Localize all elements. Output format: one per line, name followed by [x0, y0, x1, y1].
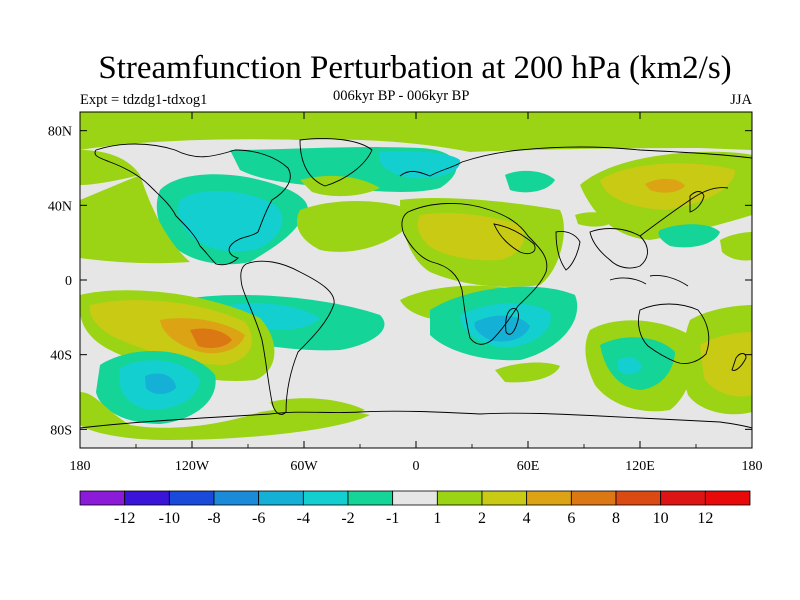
colorbar-swatch — [570, 490, 617, 506]
contour-region — [296, 200, 420, 252]
contour-fills — [80, 112, 752, 440]
chart-title: Streamfunction Perturbation at 200 hPa (… — [98, 50, 732, 86]
colorbar-label: -12 — [114, 510, 135, 527]
africa-coast — [401, 203, 548, 345]
y-tick-label: 80N — [48, 125, 72, 140]
colorbar-label: -1 — [386, 510, 399, 527]
contour-region — [645, 178, 685, 193]
y-tick-label: 80S — [50, 423, 72, 438]
period-label: 006kyr BP - 006kyr BP — [333, 88, 470, 104]
colorbar-swatch — [392, 490, 438, 506]
colorbar-swatch — [124, 490, 170, 506]
contour-region — [720, 232, 752, 261]
colorbar-swatch — [481, 490, 528, 506]
colorbar-swatch — [660, 490, 706, 506]
antarctica-coast — [80, 410, 752, 429]
madagascar-coast — [505, 308, 519, 335]
contour-region — [300, 175, 380, 197]
y-tick-label: 0 — [65, 274, 72, 289]
se-asia-coast — [589, 228, 648, 269]
north-america-coast — [94, 143, 291, 266]
y-axis: 80N 40N 0 40S 80S — [48, 125, 752, 438]
contour-region — [495, 362, 560, 383]
contour-region — [190, 328, 232, 348]
contour-region — [178, 190, 283, 252]
x-tick-label: 0 — [413, 459, 420, 474]
contour-region — [270, 398, 365, 419]
x-tick-label: 180 — [742, 459, 763, 474]
colorbar-label: -4 — [297, 510, 310, 527]
experiment-label: Expt = tdzdg1-tdxog1 — [80, 92, 208, 108]
colorbar-label: 10 — [653, 510, 669, 527]
x-tick-label: 120E — [625, 459, 655, 474]
australia-coast — [637, 303, 710, 365]
eurasia-coast — [399, 146, 752, 177]
colorbar: -12 -10 -8 -6 -4 -2 -1 1 2 4 6 8 10 12 — [79, 490, 751, 527]
colorbar-swatch — [168, 490, 215, 506]
x-tick-label: 60W — [290, 459, 318, 474]
arabia-coast — [493, 223, 536, 255]
colorbar-label: -6 — [252, 510, 265, 527]
contour-region — [80, 175, 190, 264]
x-tick-label: 120W — [175, 459, 210, 474]
india-coast — [555, 231, 581, 271]
x-tick-label: 180 — [70, 459, 91, 474]
season-label: JJA — [730, 92, 752, 108]
colorbar-swatch — [258, 490, 304, 506]
colorbar-label: 2 — [478, 510, 486, 527]
colorbar-label: 1 — [433, 510, 441, 527]
contour-region — [700, 332, 752, 397]
colorbar-label: 4 — [523, 510, 531, 527]
coastlines — [80, 138, 752, 429]
contour-region — [80, 231, 97, 251]
colorbar-swatch — [436, 490, 483, 506]
colorbar-swatch — [347, 490, 394, 506]
x-axis: 180 120W 60W 0 60E 120E 180 — [70, 112, 763, 474]
colorbar-label: -2 — [341, 510, 354, 527]
contour-region — [618, 357, 642, 375]
contour-region — [658, 224, 720, 248]
colorbar-swatch — [615, 490, 662, 506]
south-america-coast — [240, 260, 335, 415]
contour-region — [80, 150, 140, 185]
colorbar-swatch — [704, 490, 751, 506]
greenland-coast — [299, 138, 373, 187]
colorbar-swatch — [526, 490, 572, 506]
contour-region — [505, 170, 555, 193]
japan-coast — [689, 191, 705, 213]
colorbar-swatch — [213, 490, 260, 506]
contour-region — [575, 212, 615, 227]
colorbar-label: -8 — [207, 510, 220, 527]
indonesia-coast — [609, 275, 689, 287]
contour-region — [80, 392, 370, 440]
contour-region — [145, 373, 176, 394]
y-tick-label: 40N — [48, 199, 72, 214]
new-zealand-coast — [731, 353, 747, 371]
colorbar-label: 8 — [612, 510, 620, 527]
colorbar-swatch — [302, 490, 349, 506]
colorbar-label: 12 — [697, 510, 713, 527]
colorbar-label: -10 — [159, 510, 180, 527]
contour-region — [80, 112, 752, 152]
x-tick-label: 60E — [517, 459, 540, 474]
y-tick-label: 40S — [50, 349, 72, 364]
colorbar-label: 6 — [567, 510, 575, 527]
colorbar-swatch — [79, 490, 126, 506]
